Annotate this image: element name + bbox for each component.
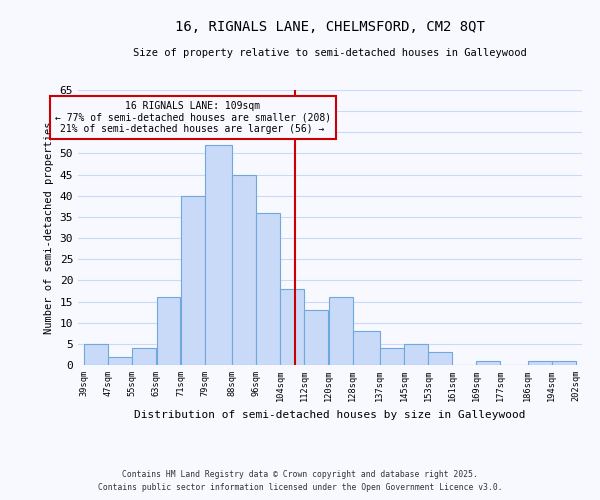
Bar [181, 196, 205, 365]
Y-axis label: Number of semi-detached properties: Number of semi-detached properties [44, 121, 54, 334]
Bar [157, 298, 181, 365]
Text: Contains HM Land Registry data © Crown copyright and database right 2025.
Contai: Contains HM Land Registry data © Crown c… [98, 470, 502, 492]
Bar [109, 356, 132, 365]
Bar [304, 310, 328, 365]
Bar [404, 344, 428, 365]
Bar [133, 348, 157, 365]
Text: 16, RIGNALS LANE, CHELMSFORD, CM2 8QT: 16, RIGNALS LANE, CHELMSFORD, CM2 8QT [175, 20, 485, 34]
Bar [476, 361, 500, 365]
Bar [232, 174, 256, 365]
Bar [280, 289, 304, 365]
X-axis label: Distribution of semi-detached houses by size in Galleywood: Distribution of semi-detached houses by … [134, 410, 526, 420]
Bar [428, 352, 452, 365]
Bar [528, 361, 551, 365]
Bar [380, 348, 404, 365]
Bar [205, 145, 232, 365]
Bar [353, 331, 380, 365]
Bar [329, 298, 353, 365]
Bar [256, 212, 280, 365]
Bar [84, 344, 108, 365]
Text: Size of property relative to semi-detached houses in Galleywood: Size of property relative to semi-detach… [133, 48, 527, 58]
Bar [552, 361, 576, 365]
Text: 16 RIGNALS LANE: 109sqm
← 77% of semi-detached houses are smaller (208)
21% of s: 16 RIGNALS LANE: 109sqm ← 77% of semi-de… [55, 100, 331, 134]
